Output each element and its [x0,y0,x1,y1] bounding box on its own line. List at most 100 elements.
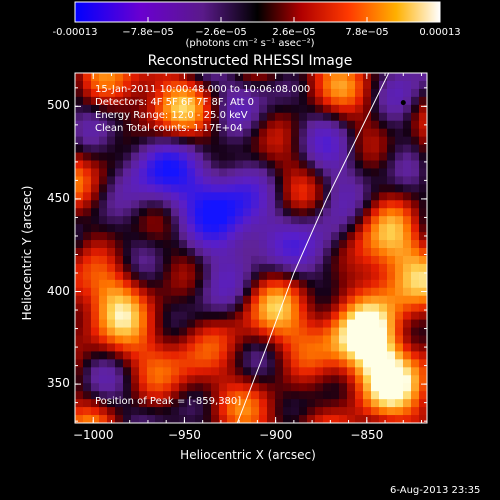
heatmap-cell [99,184,108,193]
heatmap-cell [323,168,332,177]
heatmap-cell [147,112,156,122]
heatmap-cell [147,184,156,193]
heatmap-cell [307,279,316,289]
heatmap-cell [243,407,252,416]
heatmap-cell [75,80,84,90]
heatmap-cell [131,303,140,313]
heatmap-cell [339,295,348,305]
heatmap-cell [211,327,220,337]
heatmap-cell [75,351,84,360]
heatmap-cell [195,263,204,273]
heatmap-cell [91,128,100,138]
heatmap-cell [227,263,236,273]
heatmap-cell [123,327,132,337]
heatmap-cell [403,144,412,154]
heatmap-cell [307,128,316,138]
heatmap-cell [411,192,420,201]
heatmap-cell [355,80,364,90]
heatmap-cell [115,303,124,313]
heatmap-cell [411,120,420,130]
heatmap-cell [419,232,427,241]
heatmap-cell [219,96,228,106]
heatmap-cell [307,232,316,241]
heatmap-cell [75,391,84,400]
heatmap-cell [243,128,252,138]
heatmap-cell [275,192,284,201]
heatmap-cell [339,184,348,193]
heatmap-cell [267,383,276,392]
heatmap-cell [371,248,380,257]
heatmap-cell [323,136,332,146]
heatmap-cell [379,152,388,162]
heatmap-cell [147,128,156,138]
heatmap-cell [291,263,300,273]
heatmap-cell [387,271,396,281]
heatmap-cell [251,367,260,376]
heatmap-cell [259,184,268,193]
heatmap-cell [227,407,236,416]
heatmap-cell [147,383,156,392]
heatmap-cell [371,136,380,146]
heatmap-cell [387,73,396,82]
heatmap-cell [211,184,220,193]
heatmap-cell [99,192,108,201]
heatmap-cell [131,327,140,337]
heatmap-cell [323,160,332,170]
heatmap-cell [163,255,172,265]
heatmap-cell [235,80,244,90]
heatmap-cell [107,88,116,98]
heatmap-cell [235,295,244,305]
heatmap-cell [211,263,220,273]
heatmap-cell [235,367,244,376]
heatmap-cell [371,319,380,329]
heatmap-cell [203,375,212,384]
heatmap-cell [75,120,84,130]
heatmap-cell [179,216,188,225]
heatmap-cell [395,359,404,368]
heatmap-cell [115,128,124,138]
heatmap-cell [347,104,356,114]
heatmap-cell [379,73,388,82]
heatmap-cell [315,224,324,233]
heatmap-cell [147,263,156,273]
heatmap-cell [307,351,316,360]
heatmap-cell [179,232,188,241]
heatmap-cell [371,343,380,352]
heatmap-cell [219,232,228,241]
heatmap-cell [331,144,340,154]
heatmap-cell [147,375,156,384]
heatmap-cell [339,136,348,146]
heatmap-cell [163,351,172,360]
heatmap-cell [75,383,84,392]
heatmap-cell [99,287,108,297]
heatmap-cell [171,120,180,130]
heatmap-cell [179,184,188,193]
heatmap-cell [83,136,92,146]
heatmap-cell [283,399,292,408]
heatmap-cell [323,359,332,368]
heatmap-cell [323,184,332,193]
heatmap-cell [371,208,380,217]
heatmap-cell [283,391,292,400]
heatmap-cell [195,184,204,193]
heatmap-cell [307,367,316,376]
heatmap-cell [211,176,220,185]
heatmap-cell [139,224,148,233]
heatmap-cell [395,287,404,297]
heatmap-cell [403,160,412,170]
heatmap-cell [235,152,244,162]
heatmap-cell [75,240,84,249]
heatmap-cell [395,399,404,408]
heatmap-cell [259,279,268,289]
heatmap-cell [379,263,388,273]
heatmap-cell [259,343,268,352]
heatmap-cell [99,271,108,281]
heatmap-cell [323,255,332,265]
heatmap-cell [251,208,260,217]
heatmap-cell [91,263,100,273]
heatmap-cell [211,351,220,360]
heatmap-cell [227,216,236,225]
heatmap-cell [355,200,364,209]
heatmap-cell [331,73,340,82]
heatmap-cell [411,224,420,233]
